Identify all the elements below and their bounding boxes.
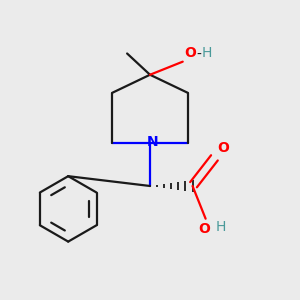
Text: H: H [202,46,212,60]
Text: H: H [215,220,226,234]
Text: N: N [147,135,158,149]
Text: -: - [196,48,201,62]
Text: O: O [217,141,229,155]
Text: O: O [184,46,196,60]
Text: O: O [198,222,210,236]
